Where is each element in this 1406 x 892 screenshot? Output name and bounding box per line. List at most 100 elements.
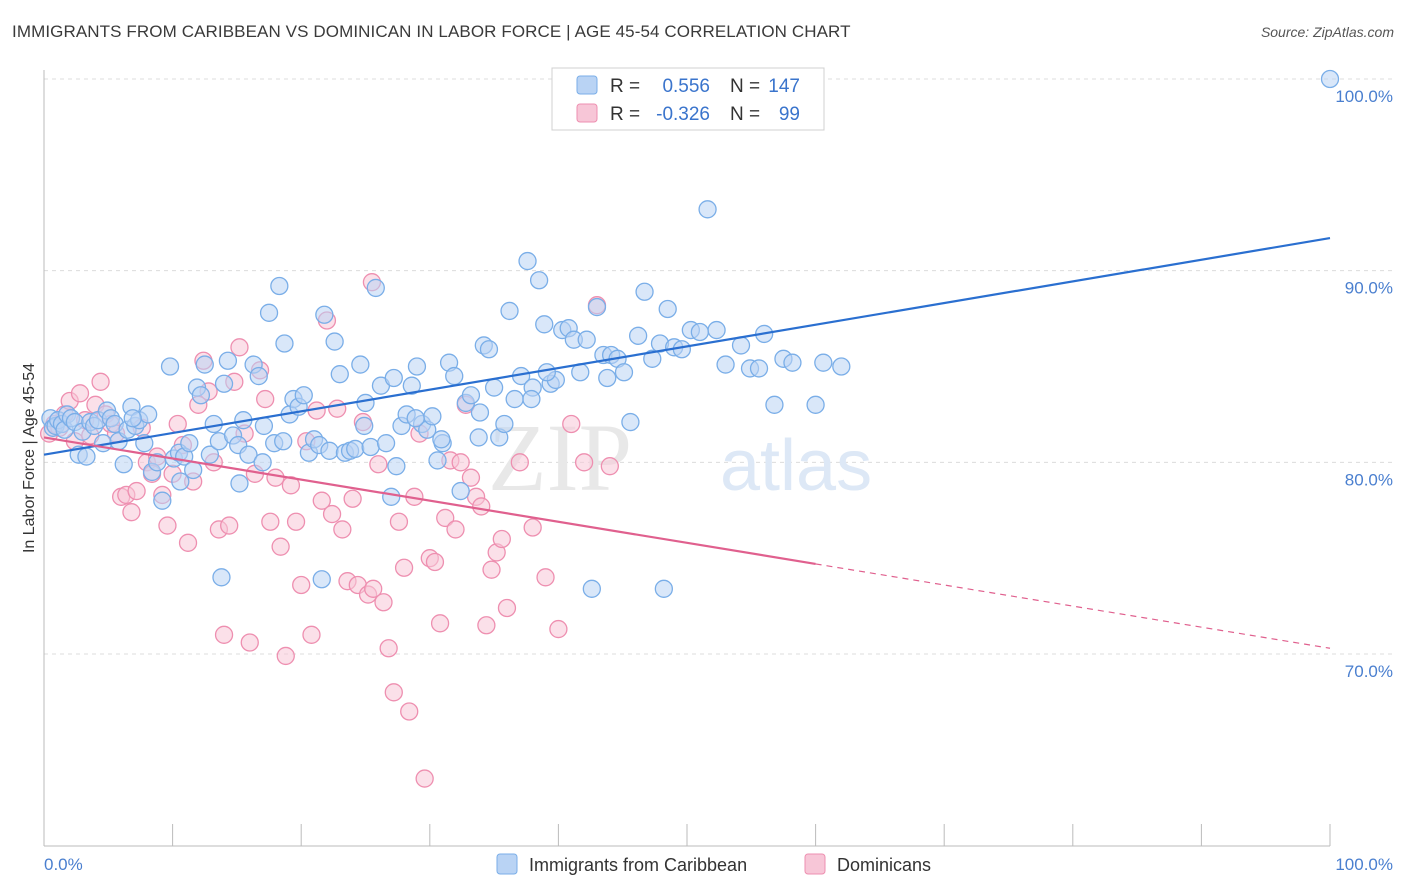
data-point [322, 504, 342, 524]
data-point [587, 297, 607, 317]
legend-r-label: R = [610, 76, 640, 97]
x-tick-label-max: 100.0% [1335, 855, 1393, 874]
data-point [274, 432, 293, 451]
data-point [374, 593, 393, 612]
data-point [477, 616, 496, 635]
data-point [537, 363, 556, 382]
dominicans-points [39, 273, 619, 788]
data-point [479, 340, 499, 359]
data-point [384, 368, 403, 388]
data-point [749, 359, 769, 378]
data-point [180, 434, 199, 453]
data-point [218, 351, 238, 370]
data-point [415, 769, 434, 788]
data-point [171, 472, 190, 491]
data-point [446, 520, 465, 539]
data-point [707, 320, 726, 340]
data-point [384, 683, 403, 702]
data-point [523, 518, 542, 537]
data-point [379, 639, 398, 658]
legend-swatch-blue [576, 75, 598, 95]
legend-swatch-pink [576, 103, 598, 123]
axes [43, 70, 1331, 847]
data-point [286, 512, 306, 531]
data-point [382, 487, 401, 506]
data-point [614, 363, 634, 382]
data-point [200, 445, 220, 464]
data-point [492, 529, 511, 549]
data-point [249, 366, 268, 386]
data-point [482, 560, 501, 579]
data-point [292, 575, 311, 595]
correlation-legend: R = 0.556 N = 147 R = -0.326 N = 99 [551, 67, 825, 131]
watermark-atlas: atlas [720, 426, 872, 506]
data-point [361, 437, 380, 457]
data-point [276, 646, 295, 666]
y-tick-label: 90.0% [1345, 279, 1393, 298]
data-point [518, 251, 537, 271]
data-point [658, 299, 677, 319]
data-point [470, 403, 490, 422]
y-tick-label: 80.0% [1345, 470, 1393, 489]
data-point [497, 598, 517, 618]
data-point [635, 282, 654, 301]
data-point [275, 334, 294, 353]
trend-lines [43, 236, 1331, 649]
data-point [153, 491, 172, 510]
data-point [178, 533, 198, 552]
data-point [469, 428, 488, 447]
data-point [259, 303, 279, 322]
data-point [328, 399, 347, 418]
data-point [407, 357, 427, 376]
data-point [432, 430, 451, 449]
data-point [621, 412, 640, 432]
data-point [220, 516, 239, 535]
data-point [500, 301, 519, 321]
data-point [254, 416, 274, 436]
data-point [240, 633, 259, 652]
data-point [77, 447, 96, 466]
data-point [364, 579, 383, 598]
data-point [356, 393, 375, 413]
data-point [402, 376, 421, 395]
data-point [425, 552, 445, 572]
data-point [230, 338, 249, 357]
data-point [312, 570, 331, 589]
data-point [312, 491, 331, 510]
data-point [214, 625, 234, 644]
series-legend-label-caribbean: Immigrants from Caribbean [529, 855, 747, 875]
data-point [436, 508, 455, 528]
data-point [562, 414, 581, 434]
data-point [577, 330, 596, 349]
data-point [369, 455, 388, 474]
series-legend-label-dominicans: Dominicans [837, 855, 931, 875]
legend-n-value: 147 [768, 76, 800, 97]
data-point [320, 441, 339, 460]
legend-r-value: 0.556 [662, 76, 710, 97]
data-point [472, 497, 491, 516]
data-point [253, 453, 272, 472]
data-point [168, 414, 187, 434]
data-point [343, 489, 362, 508]
series-legend-swatch-blue [496, 853, 518, 875]
data-point [423, 407, 442, 426]
data-point [505, 389, 524, 409]
data-point [549, 619, 568, 639]
series-legend-swatch-pink [804, 853, 826, 875]
legend-n-label: N = [730, 76, 760, 97]
series-legend: Immigrants from Caribbean Dominicans [496, 853, 931, 875]
data-point [230, 474, 249, 493]
data-point [271, 537, 290, 556]
legend-n-value: 99 [779, 104, 800, 125]
legend-r-label: R = [610, 104, 640, 125]
data-point [366, 278, 385, 298]
data-point [346, 439, 365, 459]
data-point [1320, 69, 1340, 89]
data-point [70, 384, 90, 403]
data-point [376, 434, 396, 453]
data-point [495, 414, 514, 434]
data-point [294, 386, 313, 405]
data-point [261, 512, 280, 531]
data-point [536, 568, 555, 587]
data-point [270, 276, 289, 296]
